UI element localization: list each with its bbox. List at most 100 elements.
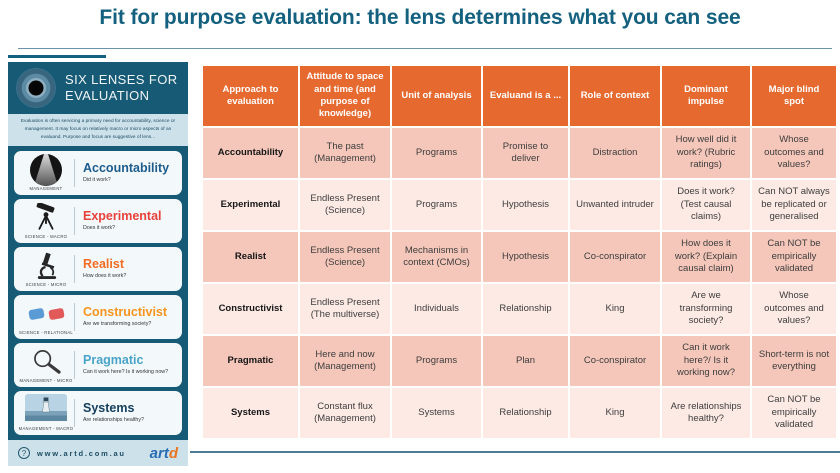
magnifying-glass-icon (31, 346, 62, 377)
evaluation-lenses-table: Approach to evaluation Attitude to space… (203, 66, 838, 440)
lens-name: Experimental (83, 208, 162, 223)
lens-name: Systems (83, 400, 135, 415)
lens-category: MANAGEMENT - MICRO (19, 378, 73, 384)
title-underline (18, 48, 832, 49)
telescope-icon (31, 202, 61, 233)
lens-category: MANAGEMENT (29, 186, 63, 192)
table-cell: Short-term is not everything (752, 336, 836, 386)
artd-logo-d: d (168, 444, 178, 462)
table-cell: Promise to deliver (483, 128, 568, 178)
table-cell: Systems (203, 388, 298, 438)
card-divider (74, 302, 75, 331)
table-cell: Can NOT always be replicated or generali… (752, 180, 836, 230)
footer-divider-line (190, 451, 840, 453)
table-cell: Does it work? (Test causal claims) (662, 180, 750, 230)
lens-question: Can it work here? Is it working now? (83, 368, 169, 375)
lens-card-pragmatic: MANAGEMENT - MICRO Pragmatic Can it work… (14, 342, 182, 387)
table-cell: Individuals (392, 284, 481, 334)
table-cell: Systems (392, 388, 481, 438)
artd-logo: artd (150, 446, 178, 461)
card-divider (74, 206, 75, 235)
table-cell: Programs (392, 128, 481, 178)
table-cell: Can NOT be empirically validated (752, 388, 836, 438)
infographic-description: Evaluation is often servicing a primary … (8, 114, 188, 146)
infographic-title: SIX LENSES FOR EVALUATION (65, 72, 178, 103)
table-cell: Co-conspirator (570, 232, 660, 282)
lighthouse-icon (25, 393, 67, 425)
lens-question: Are we transforming society? (83, 320, 152, 327)
column-header-attitude: Attitude to space and time (and purpose … (300, 66, 390, 126)
lens-category: SCIENCE - MACRO (24, 234, 68, 240)
lens-name: Constructivist (83, 304, 168, 319)
column-header-context: Role of context (570, 66, 660, 126)
lens-card-experimental: SCIENCE - MACRO Experimental Does it wor… (14, 198, 182, 243)
lens-question: Did it work? (83, 176, 111, 183)
card-divider (74, 254, 75, 283)
lens-name: Accountability (83, 160, 170, 175)
lens-question: Does it work? (83, 224, 116, 231)
table-cell: Endless Present (Science) (300, 180, 390, 230)
table-cell: Relationship (483, 284, 568, 334)
column-header-impulse: Dominant impulse (662, 66, 750, 126)
table-cell: Whose outcomes and values? (752, 128, 836, 178)
artd-logo-art: art (149, 444, 169, 462)
table-cell: Constructivist (203, 284, 298, 334)
table-cell: How does it work? (Explain causal claim) (662, 232, 750, 282)
table-cell: Accountability (203, 128, 298, 178)
infographic-header: SIX LENSES FOR EVALUATION (8, 62, 188, 114)
lens-category: MANAGEMENT - MACRO (18, 426, 74, 432)
table-cell: Can it work here?/ Is it working now? (662, 336, 750, 386)
microscope-icon (33, 250, 60, 281)
card-divider (74, 350, 75, 379)
3d-glasses-icon (27, 298, 65, 329)
page-title: Fit for purpose evaluation: the lens det… (99, 6, 741, 29)
title-accent-line (8, 55, 106, 58)
lens-question: Are relationships healthy? (83, 417, 144, 424)
table-cell: Co-conspirator (570, 336, 660, 386)
table-cell: Endless Present (Science) (300, 232, 390, 282)
lens-name: Pragmatic (83, 352, 144, 367)
table-cell: King (570, 284, 660, 334)
table-cell: Plan (483, 336, 568, 386)
card-divider (74, 158, 75, 187)
lens-question: How does it work? (83, 272, 127, 279)
table-cell: Mechanisms in context (CMOs) (392, 232, 481, 282)
table-cell: Programs (392, 336, 481, 386)
lens-card-accountability: MANAGEMENT Accountability Did it work? (14, 150, 182, 195)
projector-beam-icon (30, 153, 62, 186)
lens-card-realist: SCIENCE - MICRO Realist How does it work… (14, 246, 182, 291)
website-url[interactable]: www.artd.com.au (37, 448, 126, 458)
six-lenses-infographic: SIX LENSES FOR EVALUATION Evaluation is … (8, 62, 188, 466)
table-cell: Experimental (203, 180, 298, 230)
table-cell: Realist (203, 232, 298, 282)
lens-category: SCIENCE - RELATIONAL (18, 330, 74, 336)
column-header-blindspot: Major blind spot (752, 66, 836, 126)
lens-card-list: MANAGEMENT Accountability Did it work? (8, 146, 188, 440)
table-cell: Can NOT be empirically validated (752, 232, 836, 282)
column-header-approach: Approach to evaluation (203, 66, 298, 126)
table-cell: Are we transforming society? (662, 284, 750, 334)
card-divider (74, 398, 75, 427)
infographic-footer: ? www.artd.com.au artd (8, 440, 188, 466)
table-cell: Relationship (483, 388, 568, 438)
table-cell: Programs (392, 180, 481, 230)
table-cell: Hypothesis (483, 232, 568, 282)
lens-card-systems: MANAGEMENT - MACRO Systems Are relations… (14, 390, 182, 435)
eye-iris-image (17, 69, 55, 107)
table-cell: Are relationships healthy? (662, 388, 750, 438)
column-header-evaluand: Evaluand is a ... (483, 66, 568, 126)
table-cell: Whose outcomes and values? (752, 284, 836, 334)
table-cell: Unwanted intruder (570, 180, 660, 230)
table-cell: Here and now (Management) (300, 336, 390, 386)
column-header-unit: Unit of analysis (392, 66, 481, 126)
lens-category: SCIENCE - MICRO (25, 282, 67, 288)
lens-card-constructivist: SCIENCE - RELATIONAL Constructivist Are … (14, 294, 182, 339)
table-cell: How well did it work? (Rubric ratings) (662, 128, 750, 178)
table-cell: King (570, 388, 660, 438)
lens-name: Realist (83, 256, 124, 271)
table-cell: Endless Present (The multiverse) (300, 284, 390, 334)
table-cell: Hypothesis (483, 180, 568, 230)
table-cell: Constant flux (Management) (300, 388, 390, 438)
table-cell: Pragmatic (203, 336, 298, 386)
